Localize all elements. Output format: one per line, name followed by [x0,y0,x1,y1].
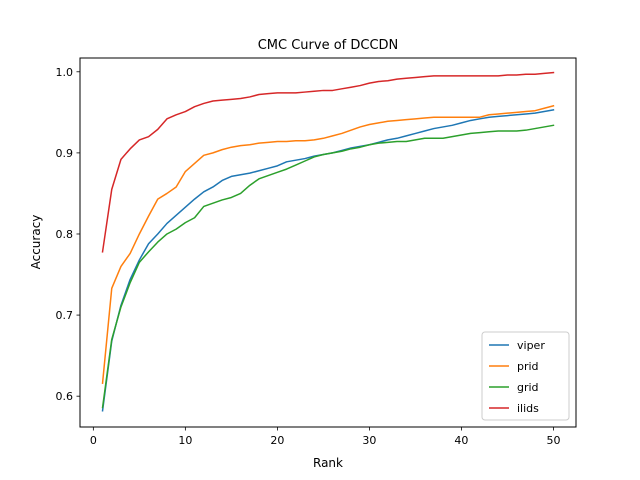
x-tick-label: 20 [270,434,284,447]
plot-frame [79,57,577,428]
series-lines [101,71,555,412]
x-tick-label: 0 [90,434,97,447]
series-line-ilids [101,71,555,253]
y-tick-label: 0.6 [56,390,74,403]
legend-box [481,331,570,421]
series-line-grid [101,124,555,409]
y-tick-label: 0.8 [56,228,74,241]
series-line-prid [101,104,555,385]
x-tick-label: 40 [454,434,468,447]
x-tick-label: 30 [362,434,376,447]
x-tick-label: 50 [546,434,560,447]
legend-label-prid: prid [517,360,539,373]
legend-label-ilids: ilids [517,402,539,415]
legend-label-grid: grid [517,381,539,394]
y-tick-label: 1.0 [56,66,74,79]
y-axis-ticks: 0.6 0.7 0.8 0.9 1.0 [56,66,80,403]
y-tick-label: 0.9 [56,147,74,160]
y-tick-label: 0.7 [56,309,74,322]
y-axis-label: Accuracy [29,215,43,270]
x-tick-label: 10 [178,434,192,447]
legend: viper prid grid ilids [481,331,570,421]
x-axis-ticks: 0 10 20 30 40 50 [90,427,560,447]
chart-title: CMC Curve of DCCDN [258,38,399,53]
legend-label-viper: viper [517,339,545,352]
x-axis-label: Rank [313,456,343,470]
